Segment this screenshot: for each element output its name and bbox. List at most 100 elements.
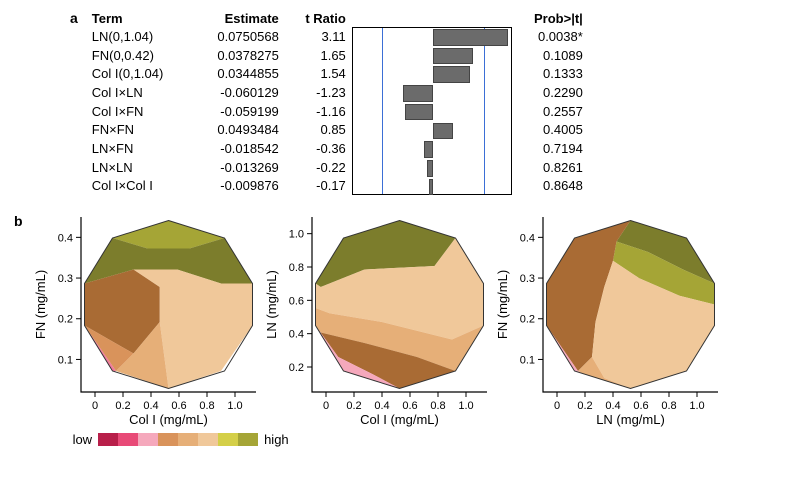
legend-low: low [73, 432, 93, 447]
svg-text:Col I (mg/mL): Col I (mg/mL) [360, 412, 439, 427]
cell-prob: 0.8648 [512, 177, 589, 196]
color-legend: low high [73, 432, 724, 447]
cell-tratio: -1.16 [285, 102, 352, 121]
cell-estimate: -0.013269 [198, 158, 285, 177]
legend-high: high [264, 432, 289, 447]
table-row: Col I×LN-0.060129-1.23 0.2290 [86, 83, 589, 102]
svg-text:0: 0 [92, 400, 98, 412]
svg-text:0.6: 0.6 [402, 400, 417, 412]
table-row: LN×LN-0.013269-0.220.8261 [86, 158, 589, 177]
cell-tratio: -0.36 [285, 139, 352, 158]
t-bar [433, 123, 454, 140]
cell-prob: 0.8261 [512, 158, 589, 177]
svg-text:0.3: 0.3 [519, 273, 534, 285]
legend-swatch [118, 433, 138, 446]
svg-text:0.2: 0.2 [519, 314, 534, 326]
cell-estimate: 0.0378275 [198, 46, 285, 65]
legend-swatch [218, 433, 238, 446]
table-row: FN(0,0.42)0.03782751.650.1089 [86, 46, 589, 65]
legend-swatch [238, 433, 258, 446]
cell-term: Col I×LN [86, 83, 198, 102]
cell-prob: 0.2290 [512, 83, 589, 102]
cell-tratio: 0.85 [285, 120, 352, 139]
cell-term: LN×FN [86, 139, 198, 158]
svg-text:0.2: 0.2 [346, 400, 361, 412]
svg-text:FN (mg/mL): FN (mg/mL) [495, 270, 510, 339]
t-bar [403, 85, 433, 102]
header-chart [352, 10, 512, 27]
svg-text:0.4: 0.4 [374, 400, 389, 412]
svg-text:1.0: 1.0 [689, 400, 704, 412]
header-estimate: Estimate [198, 10, 285, 27]
svg-text:1.0: 1.0 [458, 400, 473, 412]
legend-swatch [178, 433, 198, 446]
cell-term: Col I×FN [86, 102, 198, 121]
svg-text:Col I (mg/mL): Col I (mg/mL) [129, 412, 208, 427]
stats-table: Term Estimate t Ratio Prob>|t| LN(0,1.04… [86, 10, 589, 195]
cell-prob: 0.1089 [512, 46, 589, 65]
panel-a-label: a [70, 10, 78, 26]
cell-tratio: 3.11 [285, 27, 352, 46]
svg-text:0.1: 0.1 [519, 355, 534, 367]
table-row: Col I×FN-0.059199-1.16 0.2557 [86, 102, 589, 121]
panel-b-label: b [14, 213, 23, 229]
panel-b: b 00.20.40.60.81.00.10.20.30.4Col I (mg/… [10, 213, 777, 447]
contour-plot: 00.20.40.60.81.00.10.20.30.4LN (mg/mL)FN… [493, 213, 724, 428]
t-bar [433, 66, 470, 83]
table-row: Col I(0,1.04)0.03448551.54 0.1333 [86, 64, 589, 83]
t-bar [433, 29, 508, 46]
svg-text:0.1: 0.1 [57, 355, 72, 367]
t-bar [424, 141, 433, 158]
cell-tratio: -0.17 [285, 177, 352, 196]
table-row: Col I×Col I-0.009876-0.170.8648 [86, 177, 589, 196]
cell-term: Col I(0,1.04) [86, 64, 198, 83]
svg-text:1.0: 1.0 [227, 400, 242, 412]
svg-text:LN (mg/mL): LN (mg/mL) [264, 270, 279, 339]
svg-text:0.4: 0.4 [288, 329, 303, 341]
panel-a: a Term Estimate t Ratio Prob>|t| LN(0,1.… [70, 10, 777, 195]
contour-plot: 00.20.40.60.81.00.10.20.30.4Col I (mg/mL… [31, 213, 262, 428]
svg-text:FN (mg/mL): FN (mg/mL) [33, 270, 48, 339]
cell-tratio: -1.23 [285, 83, 352, 102]
svg-text:0.2: 0.2 [288, 362, 303, 374]
cell-barchart [352, 27, 512, 195]
header-prob: Prob>|t| [512, 10, 589, 27]
cell-term: Col I×Col I [86, 177, 198, 196]
cell-estimate: 0.0344855 [198, 64, 285, 83]
legend-swatch [138, 433, 158, 446]
cell-estimate: -0.059199 [198, 102, 285, 121]
cell-prob: 0.1333 [512, 64, 589, 83]
svg-text:0.8: 0.8 [288, 262, 303, 274]
cell-prob: 0.2557 [512, 102, 589, 121]
header-tratio: t Ratio [285, 10, 352, 27]
svg-text:0.4: 0.4 [57, 233, 72, 245]
cell-prob: 0.0038* [512, 27, 589, 46]
svg-text:0.2: 0.2 [577, 400, 592, 412]
cell-term: FN×FN [86, 120, 198, 139]
svg-text:0.2: 0.2 [57, 314, 72, 326]
svg-text:0.6: 0.6 [171, 400, 186, 412]
svg-text:1.0: 1.0 [288, 229, 303, 241]
t-bar [433, 48, 473, 65]
cell-estimate: -0.018542 [198, 139, 285, 158]
header-term: Term [86, 10, 198, 27]
svg-text:0.4: 0.4 [605, 400, 620, 412]
cell-prob: 0.7194 [512, 139, 589, 158]
contour-plot: 00.20.40.60.81.00.20.40.60.81.0Col I (mg… [262, 213, 493, 428]
svg-text:0.3: 0.3 [57, 273, 72, 285]
table-row: LN×FN-0.018542-0.36 0.7194 [86, 139, 589, 158]
cell-tratio: 1.54 [285, 64, 352, 83]
cell-estimate: -0.060129 [198, 83, 285, 102]
svg-text:LN (mg/mL): LN (mg/mL) [596, 412, 665, 427]
legend-swatch [98, 433, 118, 446]
svg-text:0.8: 0.8 [661, 400, 676, 412]
legend-gradient [98, 433, 258, 446]
table-row: FN×FN0.04934840.850.4005 [86, 120, 589, 139]
svg-text:0.6: 0.6 [288, 296, 303, 308]
legend-swatch [158, 433, 178, 446]
cell-term: FN(0,0.42) [86, 46, 198, 65]
svg-text:0.4: 0.4 [143, 400, 158, 412]
cell-prob: 0.4005 [512, 120, 589, 139]
table-row: LN(0,1.04)0.07505683.110.0038* [86, 27, 589, 46]
svg-text:0.4: 0.4 [519, 233, 534, 245]
